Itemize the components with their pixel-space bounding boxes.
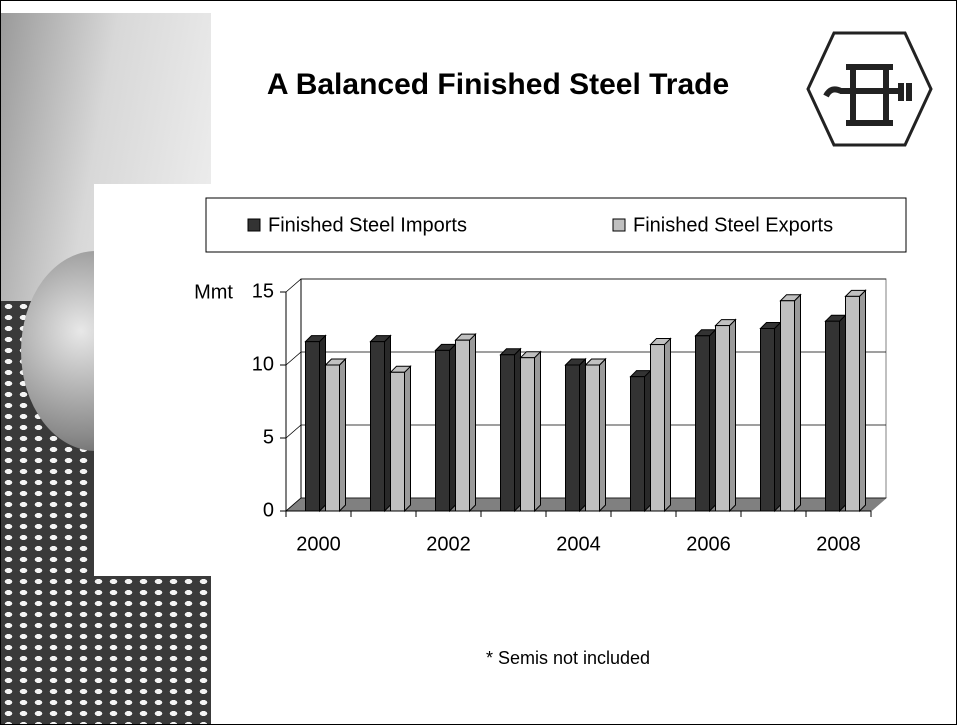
- bar-side: [469, 332, 476, 513]
- x-tick-label: 2006: [686, 533, 731, 555]
- bar-side: [534, 350, 541, 513]
- bar-side: [384, 334, 391, 513]
- legend-swatch: [247, 218, 261, 232]
- bar: [455, 339, 470, 512]
- bar-side: [319, 334, 326, 513]
- legend-label: Finished Steel Exports: [633, 214, 833, 236]
- chart-title: A Balanced Finished Steel Trade: [267, 68, 729, 101]
- bar: [520, 357, 535, 512]
- bar-side: [729, 318, 736, 513]
- bar: [435, 349, 450, 512]
- logo: [806, 31, 933, 147]
- bar-side: [839, 313, 846, 513]
- grid-line: [285, 424, 886, 439]
- bar-side: [449, 343, 456, 513]
- bar-side: [579, 357, 586, 513]
- bar-side: [664, 337, 671, 513]
- bar: [715, 325, 730, 512]
- bar: [845, 295, 860, 512]
- bar: [760, 328, 775, 512]
- x-tick-label: 2008: [816, 533, 861, 555]
- footnote: * Semis not included: [486, 648, 650, 668]
- y-tick-label: 5: [263, 426, 274, 448]
- grid-line: [285, 351, 886, 366]
- y-tick-label: 10: [252, 353, 274, 375]
- bar: [500, 354, 515, 512]
- bar: [565, 364, 580, 512]
- y-tick-label: 15: [252, 280, 274, 302]
- bar-side: [709, 328, 716, 513]
- bar: [825, 320, 840, 512]
- bar: [390, 371, 405, 512]
- grid-line: [285, 497, 886, 512]
- bar-side: [774, 321, 781, 513]
- bar: [325, 364, 340, 512]
- bar: [630, 376, 645, 512]
- grid-line: [285, 278, 886, 293]
- bar-side: [339, 357, 346, 513]
- legend-label: Finished Steel Imports: [268, 214, 467, 236]
- legend-box: [205, 197, 907, 253]
- bar-side: [644, 369, 651, 513]
- bar: [305, 341, 320, 512]
- y-tick-label: 0: [263, 499, 274, 521]
- x-tick-label: 2000: [296, 533, 341, 555]
- bar-side: [599, 357, 606, 513]
- bar-side: [794, 293, 801, 513]
- bar: [650, 344, 665, 512]
- bar: [695, 335, 710, 512]
- bar-side: [859, 289, 866, 513]
- bar-side: [514, 347, 521, 513]
- y-axis-label: Mmt: [194, 281, 233, 303]
- bar: [370, 341, 385, 512]
- bar: [780, 300, 795, 512]
- bar: [585, 364, 600, 512]
- x-tick-label: 2004: [556, 533, 601, 555]
- bar-side: [404, 365, 411, 513]
- x-tick-label: 2002: [426, 533, 471, 555]
- legend-swatch: [612, 218, 626, 232]
